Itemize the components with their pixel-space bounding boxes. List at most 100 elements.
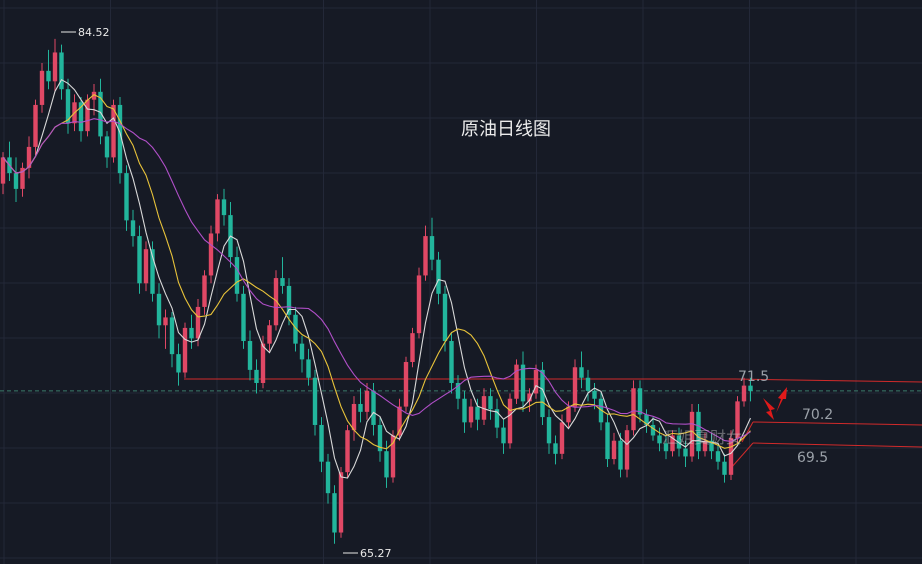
level-line-71-5 (735, 378, 922, 383)
candle-up (566, 406, 571, 423)
candle-down (676, 435, 682, 449)
candle-up (527, 393, 532, 402)
candle-up (481, 396, 487, 420)
candle-down (462, 398, 467, 423)
candle-up (559, 422, 565, 454)
candle-down (657, 435, 662, 444)
candle-up (390, 435, 396, 478)
watermark: 汇姐夏财女 (662, 428, 742, 447)
candle-up (351, 403, 357, 431)
moving-averages (2, 78, 752, 479)
candle-down (377, 424, 383, 452)
candle-down (13, 173, 19, 189)
candle-down (241, 293, 246, 342)
candle-down (637, 388, 643, 415)
candle-up (507, 398, 513, 444)
candle-down (65, 89, 71, 124)
candle-up (91, 91, 97, 100)
candle-down (722, 461, 727, 475)
trend-arrows (763, 387, 787, 420)
candle-down (644, 414, 649, 425)
candle-up (163, 317, 168, 326)
candle-down (358, 403, 363, 412)
candle-down (436, 259, 441, 294)
channel-line-upper (741, 421, 754, 443)
candle-down (553, 443, 558, 454)
candle-up (0, 157, 6, 184)
candle-up (423, 236, 428, 276)
candle-up (741, 385, 747, 402)
candle-up (735, 401, 740, 439)
candle-down (221, 199, 227, 216)
candle-up (416, 275, 422, 334)
candle-down (696, 411, 701, 452)
candle-up (702, 440, 708, 452)
candle-down (520, 364, 526, 402)
candle-up (689, 411, 695, 457)
ma20-line (2, 118, 751, 442)
candle-up (267, 325, 272, 344)
candle-up (397, 406, 402, 436)
candle-down (312, 377, 318, 425)
candle-down (592, 390, 597, 399)
up-arrow-icon (776, 387, 787, 413)
level-label-69-5: 69.5 (797, 450, 828, 466)
high-label: 84.52 (78, 26, 110, 39)
candle-down (306, 359, 311, 378)
candle-down (663, 443, 669, 452)
candle-up (215, 199, 220, 234)
candle-up (52, 52, 58, 82)
candle-down (78, 102, 84, 132)
level-label-70-2: 70.2 (802, 407, 833, 423)
candle-up (20, 167, 25, 189)
candle-up (514, 364, 519, 399)
candle-up (143, 249, 149, 284)
level-line-70-2 (752, 421, 922, 426)
candle-down (442, 293, 448, 342)
candle-down (540, 369, 545, 418)
candle-down (130, 220, 136, 237)
candle-down (683, 448, 688, 457)
candle-up (195, 306, 201, 339)
low-label: 65.27 (360, 547, 392, 560)
candle-down (579, 367, 584, 378)
candle-down (286, 285, 292, 315)
candle-down (137, 236, 142, 284)
candle-up (624, 430, 630, 470)
candle-down (169, 317, 175, 355)
candle-down (189, 327, 194, 339)
candle-down (501, 427, 506, 444)
candle-down (150, 249, 155, 294)
candle-down (475, 406, 480, 420)
chart-title: 原油日线图 (461, 119, 551, 140)
candle-down (299, 343, 305, 360)
candle-down (605, 422, 610, 460)
candle-down (176, 354, 181, 373)
candle-up (728, 438, 734, 475)
candle-down (247, 341, 253, 370)
level-line-69-5 (752, 442, 922, 448)
candle-up (631, 388, 636, 431)
candle-down (59, 52, 64, 90)
candle-down (715, 451, 721, 462)
candle-down (650, 424, 656, 436)
candle-down (254, 369, 259, 383)
candle-down (585, 377, 591, 391)
candle-down (546, 417, 552, 444)
candles (0, 38, 753, 544)
candle-up (26, 146, 32, 168)
down-arrow-icon (763, 398, 775, 420)
candle-down (618, 440, 623, 470)
candle-up (468, 406, 474, 423)
candle-up (202, 275, 207, 307)
level-lines (0, 378, 922, 469)
candle-down (117, 104, 123, 174)
candle-up (338, 472, 344, 533)
candle-down (104, 136, 110, 158)
candle-up (364, 390, 370, 412)
candle-up (273, 278, 279, 326)
labels: 原油日线图 汇姐夏财女 84.52 65.27 71.5 70.2 69.5 (61, 26, 833, 560)
candle-down (293, 314, 298, 344)
